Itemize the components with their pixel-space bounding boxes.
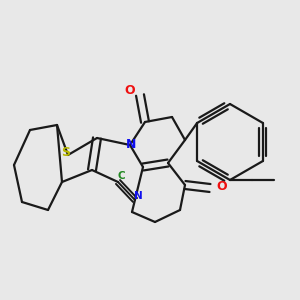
Text: N: N: [126, 137, 136, 151]
Text: S: S: [61, 146, 70, 160]
Text: C: C: [117, 171, 125, 181]
Text: N: N: [134, 191, 142, 201]
Text: O: O: [217, 179, 227, 193]
Text: O: O: [125, 85, 135, 98]
